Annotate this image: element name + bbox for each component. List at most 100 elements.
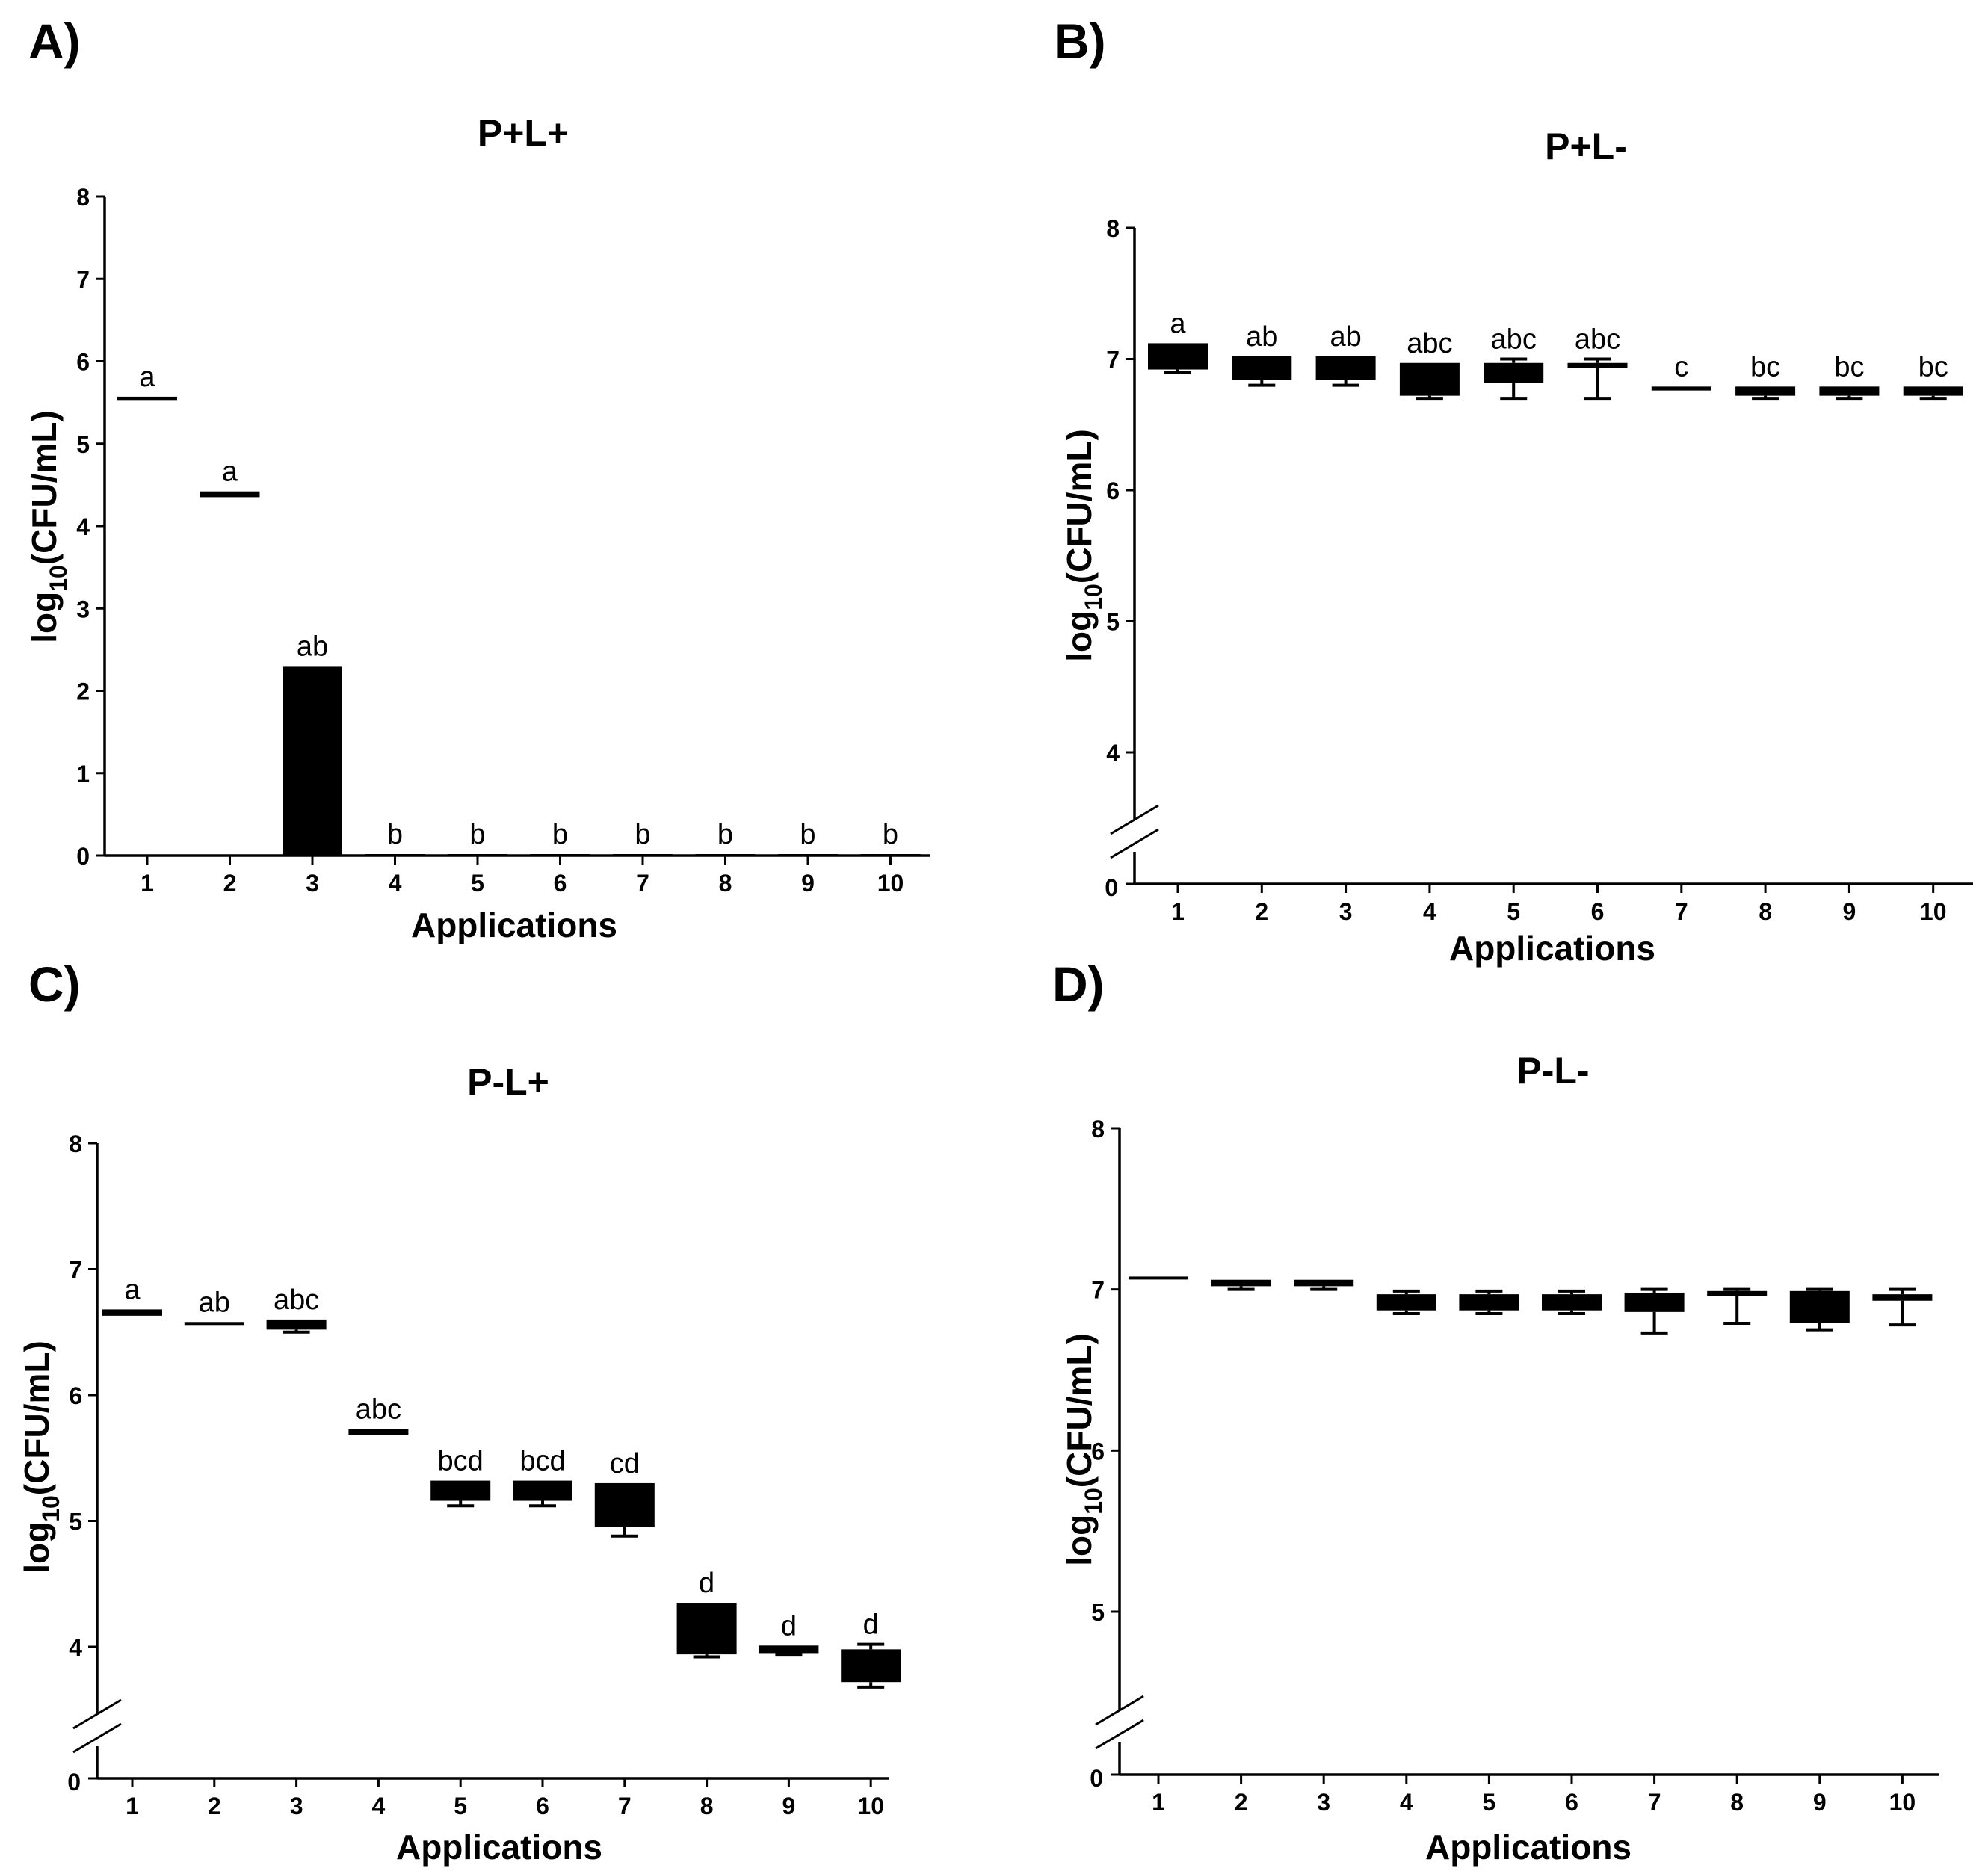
x-tick-label: 2 bbox=[208, 1793, 221, 1819]
x-tick-label: 3 bbox=[306, 870, 319, 897]
significance-letter: a bbox=[1170, 308, 1186, 339]
significance-letter: abc bbox=[356, 1394, 401, 1425]
x-tick-label: 2 bbox=[1255, 898, 1268, 925]
box bbox=[1459, 1294, 1519, 1311]
x-tick-label: 10 bbox=[857, 1793, 884, 1819]
x-tick-label: 4 bbox=[1400, 1789, 1413, 1816]
box bbox=[1819, 386, 1880, 396]
box bbox=[1735, 386, 1796, 396]
box bbox=[102, 1309, 162, 1316]
y-axis-title: log10(CFU/mL) bbox=[1060, 1333, 1107, 1566]
box bbox=[1903, 386, 1963, 396]
y-tick-label: 8 bbox=[1106, 215, 1120, 242]
box bbox=[594, 1482, 655, 1527]
box bbox=[1624, 1292, 1685, 1312]
x-tick-label: 6 bbox=[554, 870, 567, 897]
x-tick-label: 10 bbox=[1889, 1789, 1916, 1816]
x-tick-label: 4 bbox=[372, 1793, 386, 1819]
x-tick-label: 8 bbox=[1759, 898, 1772, 925]
x-tick-label: 7 bbox=[618, 1793, 632, 1819]
significance-letter: bc bbox=[1834, 351, 1864, 383]
box bbox=[430, 1480, 491, 1501]
y-axis-title: log10(CFU/mL) bbox=[17, 1340, 64, 1574]
panel-d: D) P-L- 5 6 7 8 0 1 2 3 4 5 6 7 8 9 10 Applications log10(… bbox=[1052, 956, 1939, 1867]
y-tick-label: 7 bbox=[1106, 347, 1120, 374]
y-tick-label: 4 bbox=[1106, 740, 1120, 767]
significance-letter: d bbox=[781, 1610, 797, 1642]
significance-letter: abc bbox=[1491, 324, 1537, 356]
x-tick-label: 4 bbox=[1423, 898, 1436, 925]
y-tick-label: 4 bbox=[76, 513, 90, 540]
y-tick-label: 6 bbox=[1091, 1438, 1105, 1465]
box bbox=[1789, 1290, 1850, 1323]
x-axis-title: Applications bbox=[396, 1828, 602, 1867]
bar bbox=[695, 854, 756, 856]
box bbox=[513, 1480, 572, 1501]
x-tick-label: 9 bbox=[1843, 898, 1856, 925]
significance-letter: b bbox=[800, 819, 815, 850]
y-tick-label: 6 bbox=[69, 1382, 82, 1409]
bar bbox=[365, 854, 425, 856]
box bbox=[1294, 1279, 1354, 1287]
box bbox=[1872, 1294, 1933, 1301]
chart-title: P+L+ bbox=[478, 112, 569, 154]
box bbox=[676, 1603, 737, 1655]
x-tick-label: 3 bbox=[290, 1793, 303, 1819]
bar bbox=[283, 666, 342, 856]
panel-label: A) bbox=[28, 13, 81, 69]
x-tick-label: 9 bbox=[782, 1793, 796, 1819]
significance-letter: abc bbox=[1407, 328, 1452, 359]
box bbox=[1211, 1279, 1271, 1287]
significance-letter: bcd bbox=[438, 1446, 484, 1477]
significance-letter: ab bbox=[1330, 321, 1361, 353]
y-tick-label: 5 bbox=[1091, 1599, 1105, 1626]
significance-letter: ab bbox=[297, 631, 328, 662]
x-tick-label: 6 bbox=[1591, 898, 1605, 925]
panel-label: B) bbox=[1054, 13, 1106, 69]
x-tick-label: 5 bbox=[1507, 898, 1520, 925]
significance-letter: c bbox=[1674, 351, 1688, 383]
y-tick-label: 7 bbox=[69, 1257, 82, 1284]
x-tick-label: 2 bbox=[223, 870, 237, 897]
bar bbox=[860, 854, 921, 856]
box bbox=[1707, 1290, 1768, 1296]
axis-break-mark bbox=[72, 1722, 122, 1754]
y-tick-label: 5 bbox=[1106, 609, 1120, 636]
box bbox=[184, 1322, 244, 1326]
significance-letter: abc bbox=[1575, 324, 1620, 356]
bar bbox=[530, 854, 590, 856]
significance-letter: a bbox=[124, 1274, 141, 1305]
significance-letter: a bbox=[139, 362, 155, 393]
y-tick-label-zero: 0 bbox=[67, 1769, 81, 1796]
x-tick-label: 6 bbox=[1565, 1789, 1578, 1816]
significance-letter: bcd bbox=[519, 1446, 565, 1477]
box bbox=[1484, 362, 1544, 383]
y-tick-label: 5 bbox=[69, 1509, 82, 1536]
x-tick-label: 10 bbox=[1920, 898, 1947, 925]
y-tick-label: 2 bbox=[76, 678, 90, 705]
significance-letter: ab bbox=[1246, 321, 1277, 353]
box bbox=[117, 396, 177, 401]
x-tick-label: 8 bbox=[719, 870, 732, 897]
y-tick-label: 8 bbox=[76, 184, 90, 211]
x-tick-label: 6 bbox=[536, 1793, 549, 1819]
significance-letter: ab bbox=[199, 1287, 230, 1318]
x-axis-title: Applications bbox=[1449, 929, 1655, 968]
panel-b: B) P+L- 4 5 6 7 8 0 1 2 3 4 5 6 7 8 9 10 Applications log10… bbox=[1054, 13, 1973, 968]
bar bbox=[613, 854, 673, 856]
chart-title: P-L+ bbox=[467, 1061, 549, 1103]
box bbox=[1399, 362, 1460, 396]
x-tick-label: 5 bbox=[1483, 1789, 1496, 1816]
x-tick-label: 5 bbox=[471, 870, 484, 897]
box bbox=[1315, 356, 1376, 380]
box bbox=[1651, 386, 1711, 391]
x-tick-label: 5 bbox=[454, 1793, 467, 1819]
box bbox=[1376, 1294, 1436, 1311]
axis-break-mark bbox=[1110, 828, 1159, 859]
x-tick-label: 4 bbox=[389, 870, 402, 897]
significance-letter: b bbox=[635, 819, 650, 850]
x-tick-label: 9 bbox=[1813, 1789, 1827, 1816]
y-tick-label: 6 bbox=[76, 349, 90, 376]
x-tick-label: 7 bbox=[636, 870, 649, 897]
y-axis-title: log10(CFU/mL) bbox=[25, 410, 72, 643]
